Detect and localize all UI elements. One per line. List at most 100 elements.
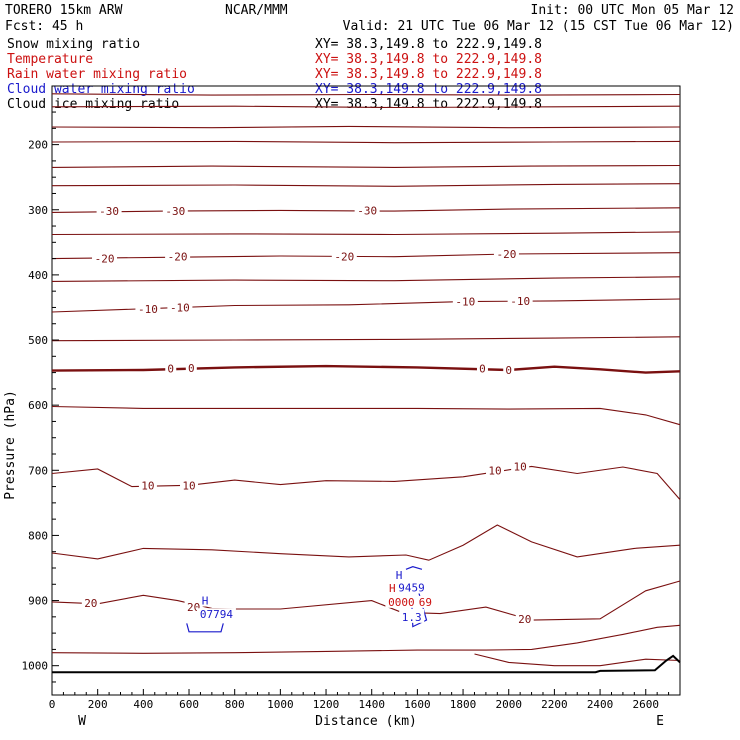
x-tick-label-400: 400 — [133, 698, 153, 711]
contour-label-bg-6 — [493, 248, 519, 261]
legend-item-0: Snow mixing ratio — [7, 37, 140, 52]
x-tick-label-200: 200 — [88, 698, 108, 711]
contour--5 — [51, 336, 681, 342]
rain-label-1: 0000 — [388, 596, 415, 609]
contour-label-9: -10 — [455, 296, 475, 309]
contour-label-bg-14 — [503, 363, 515, 376]
cloud-label-bg-1 — [196, 608, 236, 621]
contour-label-17: 10 — [488, 464, 501, 477]
contour-label-bg-19 — [81, 597, 100, 610]
contour-label-5: -20 — [334, 251, 354, 264]
contour-label-bg-4 — [165, 250, 191, 263]
x-tick-label-0: 0 — [49, 698, 56, 711]
rain-label-0: H — [389, 582, 396, 595]
contour-label-bg-22 — [515, 612, 534, 625]
x-tick-label-600: 600 — [179, 698, 199, 711]
cloud-label-0: H — [202, 595, 209, 608]
y-tick-label-500: 500 — [28, 334, 48, 347]
legend-xy-4: XY= 38.3,149.8 to 222.9,149.8 — [315, 97, 542, 112]
terrain-path — [52, 654, 681, 674]
contour-15 — [51, 524, 681, 561]
contour-label-16: 10 — [182, 479, 195, 492]
contour-label-15: 10 — [141, 479, 154, 492]
valid-time: Valid: 21 UTC Tue 06 Mar 12 (15 CST Tue … — [343, 19, 734, 34]
legend-xy-1: XY= 38.3,149.8 to 222.9,149.8 — [315, 52, 542, 67]
contour-label-bg-1 — [162, 205, 188, 218]
contour-label-bg-12 — [185, 362, 197, 375]
contour-label-bg-11 — [165, 362, 177, 375]
x-tick-label-800: 800 — [225, 698, 245, 711]
contour-label-10: -10 — [510, 295, 530, 308]
x-axis-label: Distance (km) — [315, 714, 417, 729]
terrain-line — [52, 654, 681, 674]
cloud-label-1: 07794 — [200, 608, 233, 621]
y-tick-label-700: 700 — [28, 464, 48, 477]
contour-label-4: -20 — [168, 251, 188, 264]
contour-label-12: 0 — [188, 362, 195, 375]
contour--60 — [51, 93, 681, 96]
legend-item-2: Rain water mixing ratio — [7, 67, 187, 82]
y-tick-label-900: 900 — [28, 595, 48, 608]
contour-label-bg-0 — [96, 205, 122, 218]
x-tick-label-2200: 2200 — [541, 698, 568, 711]
contour-label-1: -30 — [165, 205, 185, 218]
cloud-label-5: 1.3 — [402, 611, 422, 624]
contour-label-bg-10 — [507, 294, 533, 307]
y-tick-label-1000: 1000 — [22, 660, 49, 673]
contour-label-bg-18 — [511, 460, 530, 473]
contour-label-2: -30 — [357, 204, 377, 217]
contour-label-bg-8 — [167, 301, 193, 314]
contour-label-bg-15 — [138, 479, 157, 492]
east-label: E — [656, 714, 664, 729]
west-label: W — [78, 714, 86, 729]
model-title: TORERO 15km ARW — [5, 3, 123, 18]
contour-label-bg-13 — [476, 362, 488, 375]
contour-label-bg-7 — [135, 302, 161, 315]
contour-label-22: 20 — [518, 613, 531, 626]
contour-label-13: 0 — [479, 363, 486, 376]
contour--40 — [51, 164, 681, 168]
x-tick-label-2400: 2400 — [587, 698, 614, 711]
x-tick-label-2600: 2600 — [632, 698, 659, 711]
contour-label-bg-17 — [486, 464, 505, 477]
contour--50 — [51, 125, 681, 129]
rain-label-bg-2 — [416, 595, 435, 608]
rain-label-2: 69 — [419, 596, 432, 609]
plot-frame — [51, 85, 681, 696]
y-tick-label-300: 300 — [28, 204, 48, 217]
legend: Snow mixing ratio XY= 38.3,149.8 to 222.9… — [7, 37, 542, 112]
legend-item-1: Temperature — [7, 52, 93, 67]
contour-0 — [51, 364, 681, 374]
contour-label-20: 20 — [187, 601, 200, 614]
contour--35 — [51, 183, 681, 187]
contour--25 — [51, 231, 681, 236]
cloud-label-bg-0 — [199, 594, 211, 607]
x-tick-label-1200: 1200 — [313, 698, 340, 711]
contour--55 — [51, 105, 681, 109]
forecast-hour: Fcst: 45 h — [5, 19, 83, 34]
contour-label-bg-2 — [354, 204, 380, 217]
contour-label-bg-9 — [452, 295, 478, 308]
y-axis-label: Pressure (hPa) — [3, 390, 18, 500]
x-tick-label-1600: 1600 — [404, 698, 431, 711]
x-tick-label-1800: 1800 — [450, 698, 477, 711]
contour-20 — [51, 580, 681, 621]
cloud-label-bg-3 — [388, 581, 428, 594]
contour-label-14: 0 — [505, 364, 512, 377]
center-title: NCAR/MMM — [225, 3, 288, 18]
x-tick-label-2000: 2000 — [495, 698, 522, 711]
y-tick-label-200: 200 — [28, 139, 48, 152]
legend-item-4: Cloud ice mixing ratio — [7, 97, 179, 112]
contour-label-8: -10 — [170, 301, 190, 314]
contour-label-19: 20 — [84, 597, 97, 610]
contour--30 — [51, 207, 681, 213]
contour--45 — [51, 140, 681, 144]
rain-label-bg-1 — [385, 595, 418, 608]
x-tick-label-1400: 1400 — [358, 698, 385, 711]
contour-30 — [474, 653, 681, 667]
y-tick-label-800: 800 — [28, 529, 48, 542]
contour-label-bg-16 — [180, 479, 199, 492]
contour-label-6: -20 — [497, 248, 517, 261]
